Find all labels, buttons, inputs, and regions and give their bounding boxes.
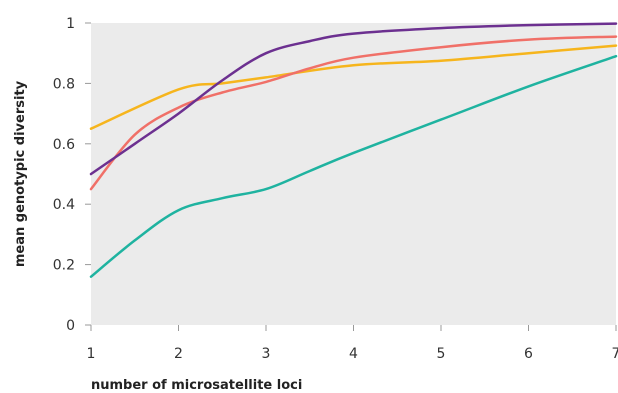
y-tick-label: 1 (66, 16, 75, 32)
series-line-1 (89, 44, 618, 130)
series-line-3 (89, 22, 618, 176)
x-tick-label: 2 (174, 346, 183, 362)
x-axis-title: number of microsatellite loci (91, 378, 302, 393)
series-line-2 (89, 35, 618, 191)
x-tick-label: 6 (524, 346, 533, 362)
x-axis-ticks: 1 2 3 4 5 6 7 (87, 325, 618, 362)
y-tick-label: 0 (66, 318, 75, 334)
x-tick-label: 1 (87, 346, 96, 362)
y-tick-label: 0.2 (53, 258, 75, 274)
series-line-4 (89, 54, 618, 278)
series-layer (89, 22, 618, 278)
y-axis-title: mean genotypic diversity (13, 80, 28, 267)
y-tick-label: 0.8 (53, 76, 75, 92)
y-tick-label: 0.4 (53, 197, 75, 213)
y-axis-ticks: 0 0.2 0.4 0.6 0.8 1 (53, 16, 91, 334)
x-tick-label: 3 (262, 346, 271, 362)
y-tick-label: 0.6 (53, 137, 75, 153)
plot-background (91, 23, 616, 325)
x-tick-label: 7 (612, 346, 618, 362)
x-tick-label: 5 (437, 346, 446, 362)
x-tick-label: 4 (349, 346, 358, 362)
